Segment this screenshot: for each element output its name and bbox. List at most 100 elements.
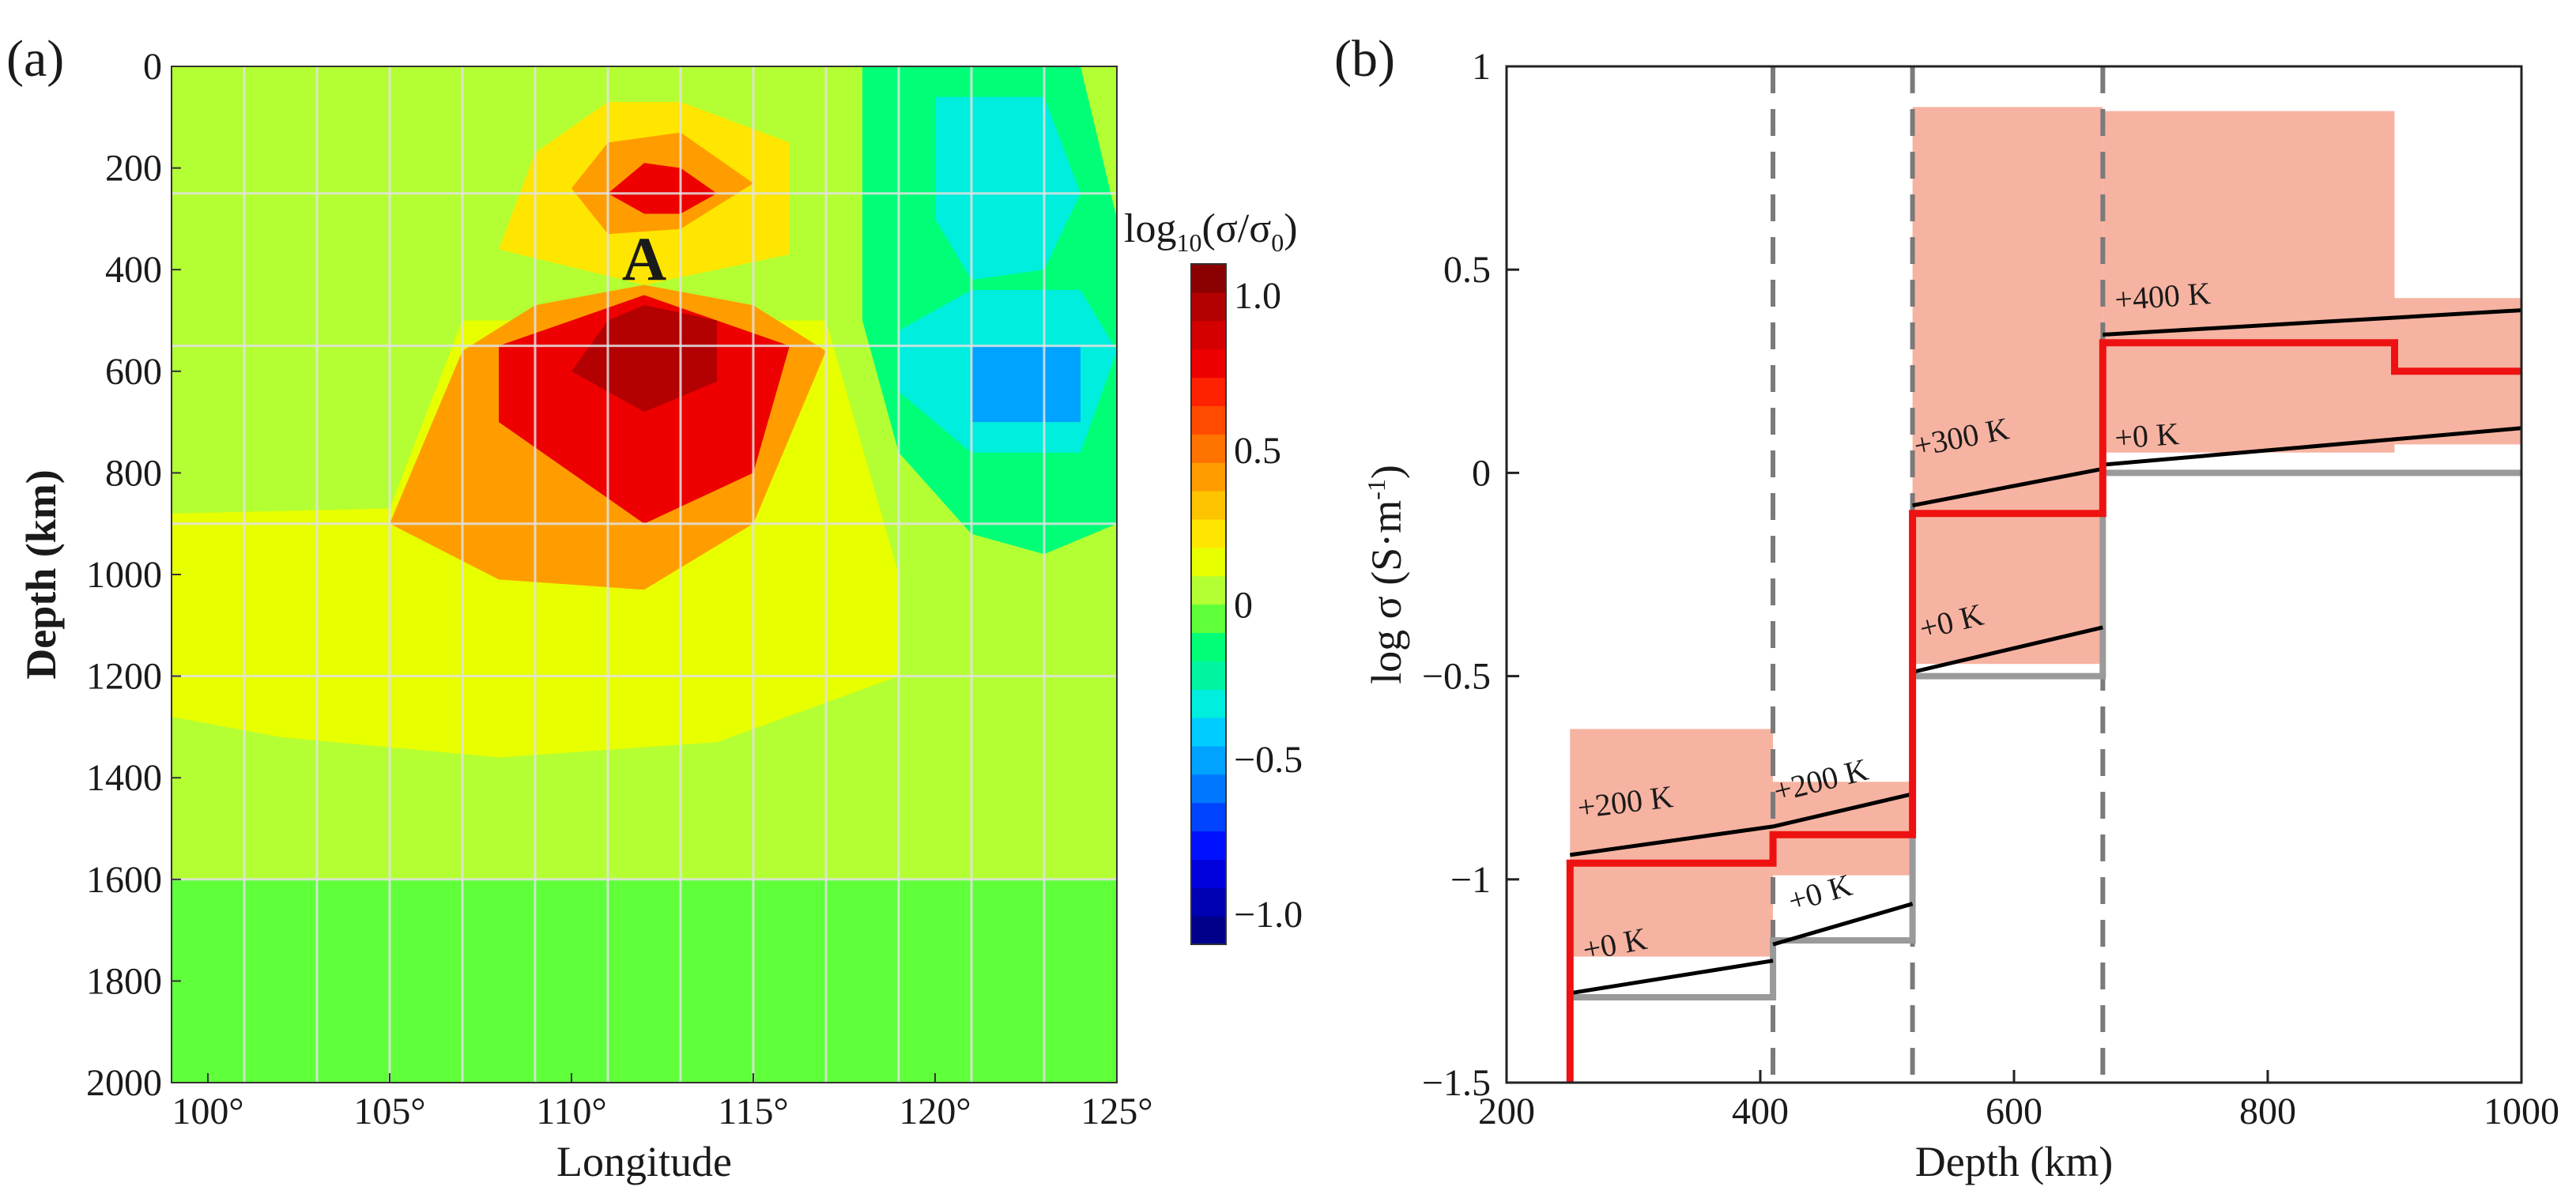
y-tick-label: 1 [1472, 46, 1491, 88]
heatmap-x-ticks: 100° 105° 110° 115° 120° 125° [172, 1073, 1153, 1132]
colorbar-swatch [1191, 405, 1226, 435]
y-tick-label: 2000 [86, 1062, 162, 1104]
uncertainty-band [2103, 111, 2395, 453]
colorbar-swatch [1191, 916, 1226, 945]
colorbar-swatch [1191, 774, 1226, 804]
colorbar-swatch [1191, 518, 1226, 548]
colorbar-frame [1190, 263, 1227, 945]
series-black-+0K-segment [1912, 625, 2103, 674]
colorbar: 1.0 0.5 0 −0.5 −1.0 [1190, 263, 1303, 945]
y-label-main: log σ (S·m [1363, 500, 1410, 684]
colorbar-swatch [1191, 434, 1226, 463]
colorbar-swatch [1191, 264, 1226, 293]
y-tick-label: 1800 [86, 960, 162, 1002]
uncertainty-band [1912, 107, 2103, 665]
anomaly-label-a: A [622, 224, 666, 293]
y-tick-label: 600 [105, 351, 162, 393]
x-tick-label: 115° [718, 1091, 788, 1132]
anomaly-green-left [172, 66, 390, 423]
y-tick-label: 1400 [86, 757, 162, 799]
conductivity-series [1566, 308, 2521, 1083]
y-tick-label: −1 [1450, 859, 1491, 901]
series-black-warm-segment [1569, 824, 1774, 857]
y-tick-label: −0.5 [1422, 656, 1491, 698]
colorbar-swatch [1191, 745, 1226, 775]
x-tick-label: 100° [172, 1091, 243, 1132]
series-black-+0K-segment [1569, 959, 1774, 996]
x-tick-label: 105° [353, 1091, 425, 1132]
x-tick-label: 125° [1081, 1091, 1152, 1132]
x-tick-label: 1000 [2484, 1091, 2559, 1132]
colorbar-title-close: ) [1284, 206, 1297, 251]
line-chart-y-ticks: 1 0.5 0 −0.5 −1 −1.5 [1422, 46, 1519, 1104]
colorbar-swatch [1191, 887, 1226, 917]
colorbar-tick-label: 0.5 [1234, 430, 1281, 472]
colorbar-tick-label: −1.0 [1234, 894, 1303, 936]
heatmap-y-ticks: 0 200 400 600 800 1000 1200 1400 1600 1800 2000 [86, 46, 181, 1104]
y-tick-label: 1000 [86, 554, 162, 596]
series-black-warm-segment [2103, 308, 2521, 337]
heatmap-y-axis-label: Depth (km) [17, 469, 65, 680]
colorbar-swatch [1191, 661, 1226, 690]
temperature-annotation: +0 K [2114, 416, 2180, 456]
anomaly-shallow-core [608, 163, 717, 214]
colorbar-swatch [1191, 859, 1226, 888]
y-label-close: ) [1363, 465, 1410, 479]
temperature-annotation: +400 K [2114, 275, 2212, 317]
colorbar-swatch [1191, 575, 1226, 605]
y-tick-label: 1600 [86, 859, 162, 901]
panel-a-label: (a) [6, 30, 64, 88]
colorbar-swatch [1191, 632, 1226, 661]
y-tick-label: 0 [143, 46, 162, 88]
colorbar-swatch [1191, 802, 1226, 832]
y-tick-label: 400 [105, 249, 162, 291]
colorbar-swatch [1191, 831, 1226, 860]
x-tick-label: 120° [899, 1091, 971, 1132]
panel-a-heatmap: A 100° 105° 110° 115° 120° 125° 0 200 400 600 800… [17, 46, 1303, 1185]
colorbar-swatch [1191, 348, 1226, 379]
series-black-+0K-segment [1772, 902, 1914, 947]
colorbar-swatch [1191, 718, 1226, 747]
heatmap-x-axis-label: Longitude [556, 1138, 732, 1185]
uncertainty-band [1570, 729, 1774, 957]
line-chart-x-axis-label: Depth (km) [1915, 1138, 2113, 1185]
anomaly-band-1600 [172, 879, 1117, 1083]
colorbar-tick-label: 1.0 [1234, 275, 1281, 317]
x-tick-label: 200 [1478, 1091, 1535, 1132]
y-tick-label: 0 [1472, 452, 1491, 494]
colorbar-title-paren: (σ/σ [1201, 206, 1271, 251]
y-tick-label: 800 [105, 452, 162, 494]
colorbar-swatch [1191, 689, 1226, 718]
series-black-warm-segment [1912, 466, 2103, 508]
colorbar-swatch [1191, 292, 1226, 322]
y-tick-label: 0.5 [1443, 249, 1491, 291]
series-black-+0K-segment [2103, 426, 2521, 467]
panel-b-label: (b) [1334, 30, 1395, 88]
y-label-superscript: -1 [1362, 479, 1390, 500]
x-tick-label: 800 [2239, 1091, 2296, 1132]
y-tick-label: 200 [105, 148, 162, 190]
anomaly-negative-core [971, 345, 1081, 423]
colorbar-swatch [1191, 604, 1226, 633]
colorbar-title-sub2: 0 [1271, 228, 1284, 257]
colorbar-swatch [1191, 462, 1226, 492]
series-red-model [1566, 339, 2521, 1083]
colorbar-title: log10(σ/σ0) [1124, 206, 1298, 257]
colorbar-title-main: log [1124, 206, 1176, 251]
x-tick-label: 600 [1986, 1091, 2042, 1132]
colorbar-title-sub: 10 [1176, 228, 1201, 257]
colorbar-swatch [1191, 491, 1226, 520]
series-black-warm-segment [1772, 792, 1914, 829]
colorbar-tick-label: −0.5 [1234, 739, 1303, 781]
colorbar-tick-label: 0 [1234, 585, 1253, 627]
y-tick-label: 1200 [86, 656, 162, 698]
panel-b-line-chart: +200 K+0 K+200 K+0 K+300 K+0 K+400 K+0 K… [1362, 46, 2559, 1185]
x-tick-label: 400 [1732, 1091, 1789, 1132]
line-chart-x-ticks: 200 400 600 800 1000 [1478, 1070, 2559, 1132]
uncertainty-band [1773, 782, 1913, 876]
colorbar-swatch [1191, 377, 1226, 406]
line-chart-y-axis-label: log σ (S·m-1) [1362, 465, 1410, 684]
y-tick-label: −1.5 [1422, 1062, 1491, 1104]
uncertainty-bands [1570, 107, 2521, 957]
